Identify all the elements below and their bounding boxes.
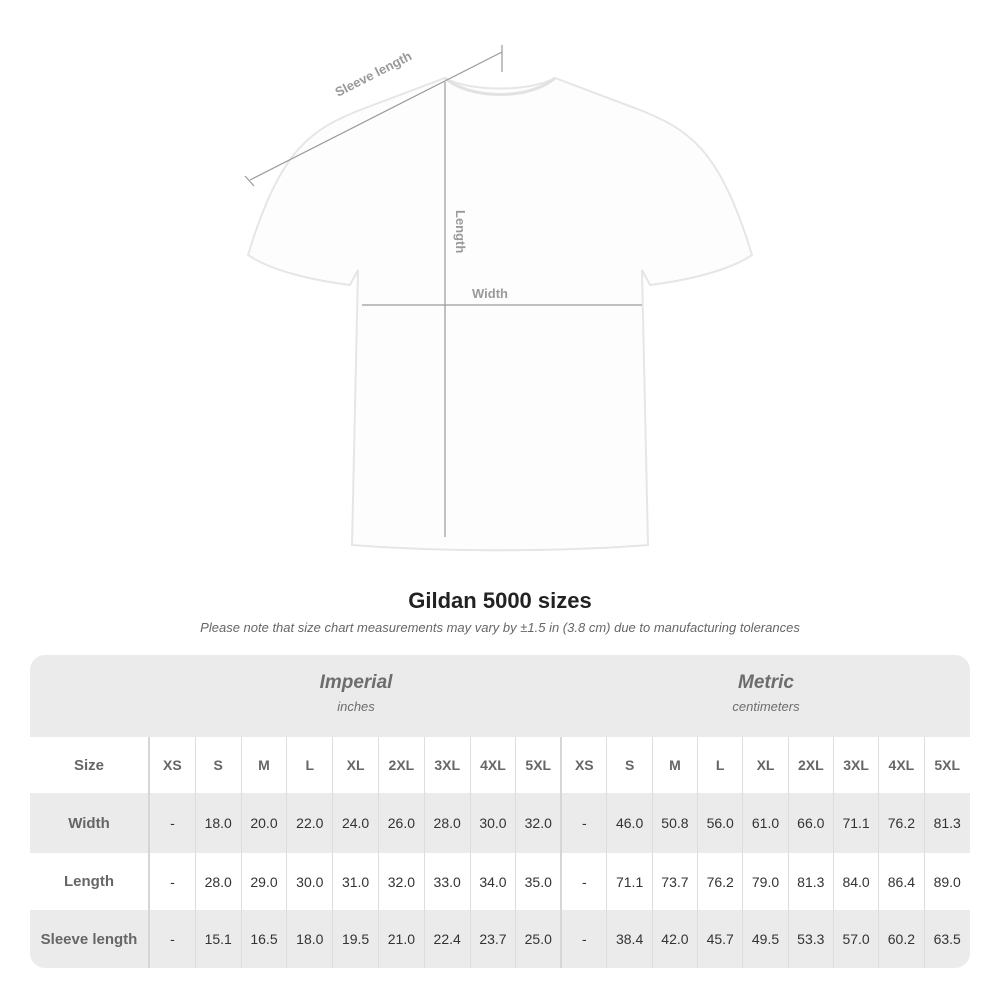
metric-value: 76.2 — [698, 853, 744, 910]
metric-header: Metric centimeters — [562, 655, 970, 737]
size-header: 3XL — [425, 737, 471, 793]
size-header: 4XL — [879, 737, 925, 793]
size-header: 3XL — [834, 737, 880, 793]
size-header: XL — [743, 737, 789, 793]
imperial-value: 28.0 — [196, 853, 242, 910]
metric-value: - — [562, 910, 608, 968]
size-header-row: Size XS S M L XL 2XL 3XL 4XL 5XL XS S M L XL 2XL 3XL 4XL 5… — [30, 737, 970, 793]
tolerance-note: Please note that size chart measurements… — [200, 620, 800, 635]
imperial-value: 33.0 — [425, 853, 471, 910]
collar — [444, 76, 556, 96]
metric-value: 71.1 — [607, 853, 653, 910]
size-header: M — [242, 737, 288, 793]
table-row: Sleeve length -15.1 16.5 18.0 19.5 21.0 22.4 23… — [30, 910, 970, 968]
metric-value: 63.5 — [933, 931, 961, 947]
imperial-value: 19.5 — [333, 910, 379, 968]
metric-value: 73.7 — [653, 853, 699, 910]
metric-value: 49.5 — [743, 910, 789, 968]
chart-title: Gildan 5000 sizes — [408, 588, 592, 613]
imperial-value: 18.0 — [196, 793, 242, 853]
metric-value: 86.4 — [879, 853, 925, 910]
size-header: L — [698, 737, 744, 793]
size-label: Size — [30, 737, 150, 793]
imperial-value: 26.0 — [379, 793, 425, 853]
table-row: Length -28.0 29.0 30.0 31.0 32.0 33.0 34.0 35.0-… — [30, 853, 970, 910]
imperial-value: 29.0 — [242, 853, 288, 910]
size-header: 2XL — [379, 737, 425, 793]
size-header: 4XL — [471, 737, 517, 793]
metric-value: 71.1 — [834, 793, 880, 853]
tshirt-diagram: Sleeve length Length Width — [244, 45, 754, 552]
table-row: Width -18.0 20.0 22.0 24.0 26.0 28.0 30.0 32.0-4… — [30, 793, 970, 853]
size-header: M — [653, 737, 699, 793]
imperial-header: Imperial inches — [150, 655, 562, 737]
imperial-value: 20.0 — [242, 793, 288, 853]
imperial-value: 22.4 — [425, 910, 471, 968]
row-label: Sleeve length — [30, 910, 150, 968]
metric-value: 84.0 — [834, 853, 880, 910]
imperial-value: 21.0 — [379, 910, 425, 968]
imperial-value: - — [150, 853, 196, 910]
row-label: Length — [30, 853, 150, 910]
metric-value: 57.0 — [834, 910, 880, 968]
imperial-title: Imperial — [319, 672, 393, 693]
imperial-unit: inches — [337, 699, 375, 714]
metric-value: 81.3 — [789, 853, 834, 910]
metric-value: 42.0 — [653, 910, 699, 968]
imperial-value: 16.5 — [242, 910, 288, 968]
imperial-value: 24.0 — [333, 793, 379, 853]
metric-value: 50.8 — [653, 793, 699, 853]
size-header: XL — [333, 737, 379, 793]
size-header: S — [607, 737, 653, 793]
metric-value: 45.7 — [698, 910, 744, 968]
imperial-value: 25.0 — [516, 910, 563, 968]
tshirt-shape — [246, 76, 754, 552]
imperial-value: 30.0 — [471, 793, 517, 853]
metric-value: 89.0 — [933, 873, 961, 890]
size-header: 5XL — [934, 757, 961, 773]
imperial-value: 32.0 — [379, 853, 425, 910]
metric-value: 53.3 — [789, 910, 834, 968]
metric-value: - — [562, 793, 608, 853]
metric-value: 46.0 — [607, 793, 653, 853]
sleeve-length-label: Sleeve length — [333, 48, 415, 99]
metric-value: 76.2 — [879, 793, 925, 853]
imperial-value: - — [150, 793, 196, 853]
metric-value: 79.0 — [743, 853, 789, 910]
metric-value: 60.2 — [879, 910, 925, 968]
metric-value: 56.0 — [698, 793, 744, 853]
width-label: Width — [472, 286, 508, 301]
length-label: Length — [453, 210, 468, 253]
row-label: Width — [30, 793, 150, 853]
metric-value: 81.3 — [933, 815, 961, 831]
imperial-value: 30.0 — [287, 853, 334, 910]
metric-value: - — [562, 853, 608, 910]
metric-title: Metric — [738, 672, 794, 693]
size-table: Imperial inches Metric centimeters Size X… — [30, 655, 970, 968]
size-header: XS — [562, 737, 608, 793]
imperial-value: 32.0 — [516, 793, 563, 853]
sleeve-measure-line — [249, 51, 503, 181]
imperial-value: 34.0 — [471, 853, 517, 910]
imperial-value: 31.0 — [333, 853, 379, 910]
size-header: XS — [150, 737, 196, 793]
metric-value: 38.4 — [607, 910, 653, 968]
imperial-value: - — [150, 910, 196, 968]
imperial-value: 22.0 — [287, 793, 334, 853]
imperial-value: 35.0 — [516, 853, 563, 910]
imperial-value: 23.7 — [471, 910, 517, 968]
imperial-value: 15.1 — [196, 910, 242, 968]
size-header: 5XL — [516, 737, 563, 793]
size-header: L — [287, 737, 334, 793]
metric-value: 66.0 — [789, 793, 834, 853]
imperial-value: 18.0 — [287, 910, 334, 968]
metric-value: 61.0 — [743, 793, 789, 853]
metric-unit: centimeters — [732, 699, 800, 714]
size-header: S — [196, 737, 242, 793]
imperial-value: 28.0 — [425, 793, 471, 853]
size-header: 2XL — [789, 737, 834, 793]
